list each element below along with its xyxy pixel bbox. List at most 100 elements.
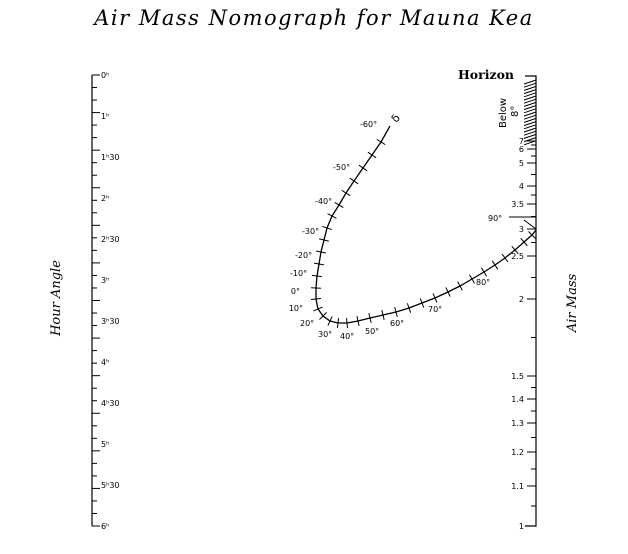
declination-tick [469, 274, 475, 284]
hour-angle-label: 0ʰ [101, 71, 109, 80]
hour-angle-label: 5ʰ30 [101, 481, 120, 490]
air-mass-label: 2 [519, 295, 524, 304]
air-mass-hatch [523, 101, 537, 107]
declination-tick [419, 298, 425, 308]
air-mass-label: 7 [519, 137, 524, 146]
declination-tick [322, 225, 332, 231]
air-mass-label: 1.3 [511, 419, 524, 428]
hour-angle-label: 3ʰ [101, 276, 109, 285]
air-mass-hatch [523, 85, 537, 91]
declination-tick [406, 303, 412, 313]
hour-angle-label: 6ʰ [101, 522, 109, 531]
air-mass-hatch [523, 89, 537, 95]
declination-tick [346, 317, 348, 329]
air-mass-hatch [523, 117, 537, 123]
hour-angle-label: 5ʰ [101, 440, 109, 449]
declination-label: -60° [360, 120, 377, 129]
air-mass-label: 3 [519, 225, 524, 234]
declination-tick [319, 312, 327, 320]
declination-tick [358, 164, 368, 172]
air-mass-hatch [523, 111, 537, 117]
air-mass-hatch [523, 82, 537, 88]
declination-tick [313, 306, 323, 312]
declination-label: 90° [488, 214, 502, 223]
declination-label: 40° [340, 332, 354, 341]
air-mass-hatch [523, 121, 537, 127]
declination-tick [480, 267, 488, 277]
declination-tick [457, 281, 463, 291]
declination-tick [316, 250, 326, 254]
declination-tick [376, 138, 386, 146]
declination-label: 0° [291, 287, 300, 296]
air-mass-label: 4 [519, 182, 524, 191]
declination-symbol: δ [389, 112, 404, 125]
below-value: 8° [510, 106, 521, 117]
declination-label: -20° [295, 251, 312, 260]
air-mass-hatch [523, 114, 537, 120]
declination-label: -30° [302, 227, 319, 236]
air-mass-label: 5 [519, 159, 524, 168]
air-mass-hatch [523, 92, 537, 98]
below-label: Below [498, 98, 509, 128]
declination-tick [319, 238, 329, 242]
declination-tick [311, 274, 323, 278]
declination-tick [432, 293, 438, 303]
declination-label: 20° [300, 319, 314, 328]
declination-tick [341, 189, 351, 197]
air-mass-hatch [523, 95, 537, 101]
declination-curve-line [315, 125, 537, 324]
air-mass-label: 2.5 [511, 252, 524, 261]
declination-tick [445, 287, 451, 297]
air-mass-axis-title: Air Mass [565, 274, 580, 334]
declination-label: 50° [365, 327, 379, 336]
declination-label: 30° [318, 330, 332, 339]
air-mass-label: 1.1 [511, 482, 524, 491]
hour-angle-label: 4ʰ30 [101, 399, 120, 408]
declination-tick [491, 260, 499, 270]
air-mass-scale: 76 5 4 3.5 3 2.5 2 1.5 1.4 1.3 1.2 1.1 1 [511, 75, 537, 531]
declination-tick [334, 201, 344, 209]
hour-angle-scale: 0ʰ 1ʰ 1ʰ30 2ʰ 2ʰ30 3ʰ 3ʰ30 4ʰ 4ʰ30 5ʰ 5ʰ30 6ʰ [91, 71, 120, 531]
air-mass-hatch [523, 124, 537, 130]
declination-tick [349, 177, 359, 185]
declination-label: 80° [476, 278, 490, 287]
air-mass-label: 1.2 [511, 448, 524, 457]
declination-90-marker [523, 219, 537, 230]
hour-angle-label: 2ʰ [101, 194, 109, 203]
declination-tick [381, 310, 385, 320]
declination-tick [310, 298, 322, 300]
air-mass-hatch [523, 127, 537, 133]
declination-label: 10° [289, 304, 303, 313]
declination-tick [327, 213, 337, 219]
declination-tick [356, 316, 360, 326]
air-mass-label: 1.4 [511, 395, 524, 404]
declination-tick [336, 317, 340, 329]
hour-angle-axis-title: Hour Angle [49, 260, 64, 337]
air-mass-hatch [523, 130, 537, 136]
declination-tick [501, 253, 509, 263]
air-mass-label: 1.5 [511, 372, 524, 381]
declination-tick [327, 316, 333, 326]
air-mass-hatch [523, 108, 537, 114]
air-mass-label: 6 [519, 145, 524, 154]
air-mass-label: 1 [519, 522, 524, 531]
hour-angle-label: 2ʰ30 [101, 235, 120, 244]
declination-tick [520, 237, 528, 247]
page-title: Air Mass Nomograph for Mauna Kea [94, 6, 534, 30]
declination-curve: -60° -50° -40° -30° -20° -10° 0° 10° 20° 30° 40° 50… [289, 112, 537, 341]
air-mass-hatch [523, 133, 537, 139]
air-mass-hatch [523, 105, 537, 111]
declination-tick [394, 307, 398, 317]
hour-angle-label: 3ʰ30 [101, 317, 120, 326]
declination-label: -40° [315, 197, 332, 206]
declination-tick [511, 245, 519, 255]
hour-angle-label: 1ʰ [101, 112, 109, 121]
declination-label: 70° [428, 305, 442, 314]
horizon-label: Horizon [458, 67, 514, 82]
declination-label: -10° [290, 269, 307, 278]
declination-tick [367, 151, 377, 159]
air-mass-hatch [523, 137, 537, 143]
hour-angle-label: 1ʰ30 [101, 153, 120, 162]
declination-tick [368, 313, 372, 323]
